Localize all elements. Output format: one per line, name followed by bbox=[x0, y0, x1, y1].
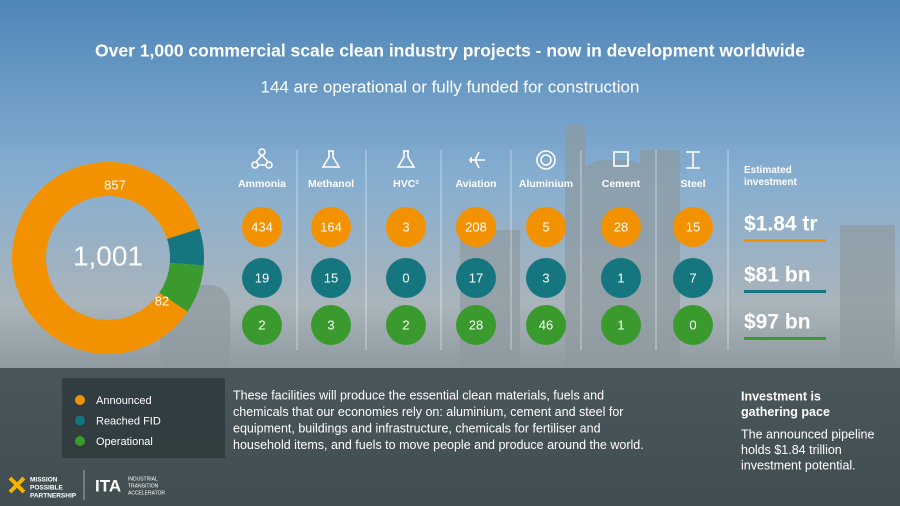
status-circle bbox=[526, 207, 566, 247]
status-value: 28 bbox=[469, 317, 483, 332]
status-circle bbox=[673, 207, 713, 247]
investment-heading: Estimated investment bbox=[744, 165, 797, 188]
status-circle bbox=[673, 305, 713, 345]
investment-underline bbox=[744, 239, 826, 242]
ita-logo-sub: INDUSTRIAL bbox=[128, 476, 158, 482]
status-circle bbox=[601, 305, 641, 345]
sector-name: Aviation bbox=[455, 178, 496, 190]
side-heading: Investment is bbox=[741, 389, 821, 403]
sector-name: Methanol bbox=[308, 178, 354, 190]
mpp-icon bbox=[8, 476, 26, 494]
body-text: equipment, buildings and infrastructure,… bbox=[233, 421, 601, 435]
status-circle bbox=[673, 258, 713, 298]
status-value: 434 bbox=[251, 219, 273, 234]
sector-name: Ammonia bbox=[238, 178, 286, 190]
status-value: 19 bbox=[255, 270, 269, 285]
side-text: investment potential. bbox=[741, 458, 856, 472]
investment-value: $1.84 tr bbox=[744, 213, 818, 236]
sector-icons bbox=[251, 148, 700, 170]
status-circle bbox=[526, 258, 566, 298]
side-heading: gathering pace bbox=[741, 405, 830, 419]
slice-label: 857 bbox=[104, 177, 126, 192]
investment-underline bbox=[744, 290, 826, 293]
sector-name: Cement bbox=[602, 178, 641, 190]
investment-value: $81 bn bbox=[744, 264, 811, 287]
legend-swatch bbox=[75, 415, 85, 426]
body-text: These facilities will produce the essent… bbox=[233, 388, 604, 402]
status-value: 0 bbox=[689, 317, 696, 332]
donut-center: 1,001 bbox=[73, 240, 143, 271]
status-value: 17 bbox=[469, 270, 483, 285]
status-circle bbox=[526, 305, 566, 345]
investment-value: $97 bn bbox=[744, 311, 811, 334]
sector-name: Steel bbox=[680, 178, 705, 190]
status-circle bbox=[601, 207, 641, 247]
status-value: 0 bbox=[402, 270, 409, 285]
status-value: 46 bbox=[539, 317, 553, 332]
status-circle bbox=[456, 305, 496, 345]
legend-swatch bbox=[75, 395, 85, 405]
status-circle bbox=[242, 258, 282, 298]
mpp-logo-text: POSSIBLE bbox=[30, 485, 64, 492]
status-value: 3 bbox=[402, 219, 409, 234]
status-value: 5 bbox=[542, 219, 549, 234]
body-text: chemicals that our economies rely on: al… bbox=[233, 405, 623, 419]
status-value: 1 bbox=[617, 270, 624, 285]
status-circle bbox=[386, 207, 426, 247]
status-circle bbox=[311, 207, 351, 247]
status-circle bbox=[601, 258, 641, 298]
status-circle bbox=[311, 258, 351, 298]
ita-logo: ITA bbox=[95, 476, 121, 495]
title: Over 1,000 commercial scale clean indust… bbox=[95, 41, 805, 61]
body-text: household items, and fuels to move peopl… bbox=[233, 438, 644, 452]
status-value: 3 bbox=[542, 270, 549, 285]
side-text: The announced pipeline bbox=[741, 427, 874, 441]
slice-label: 82 bbox=[155, 293, 169, 308]
status-circle bbox=[456, 207, 496, 247]
status-value: 2 bbox=[402, 317, 409, 332]
legend-label: Reached FID bbox=[96, 415, 161, 427]
side-text: holds $1.84 trillion bbox=[741, 443, 842, 457]
status-circle bbox=[242, 207, 282, 247]
sector-name: Aluminium bbox=[519, 178, 573, 190]
legend-box bbox=[62, 378, 225, 458]
ita-logo-sub: ACCELERATOR bbox=[128, 490, 165, 496]
donut-slice bbox=[12, 162, 200, 354]
status-value: 208 bbox=[465, 219, 487, 234]
ita-logo-sub: TRANSITION bbox=[128, 483, 159, 489]
status-circle bbox=[386, 258, 426, 298]
status-value: 164 bbox=[320, 219, 342, 234]
sector-name: HVC² bbox=[393, 178, 419, 190]
legend-label: Announced bbox=[96, 395, 152, 407]
donut-slice bbox=[159, 262, 204, 312]
status-value: 2 bbox=[258, 317, 265, 332]
status-circle bbox=[456, 258, 496, 298]
investment-underline bbox=[744, 337, 826, 340]
donut-slice bbox=[167, 228, 204, 266]
status-value: 1 bbox=[617, 317, 624, 332]
status-value: 3 bbox=[327, 317, 334, 332]
status-value: 15 bbox=[324, 270, 338, 285]
status-circle bbox=[311, 305, 351, 345]
mpp-logo-text: PARTNERSHIP bbox=[30, 493, 77, 500]
legend-swatch bbox=[75, 436, 85, 446]
status-circle bbox=[386, 305, 426, 345]
status-value: 7 bbox=[689, 270, 696, 285]
legend-label: Operational bbox=[96, 436, 153, 448]
mpp-logo-text: MISSION bbox=[30, 477, 58, 484]
subtitle: 144 are operational or fully funded for … bbox=[261, 77, 640, 96]
status-value: 15 bbox=[686, 219, 700, 234]
status-circle bbox=[242, 305, 282, 345]
status-value: 28 bbox=[614, 219, 628, 234]
